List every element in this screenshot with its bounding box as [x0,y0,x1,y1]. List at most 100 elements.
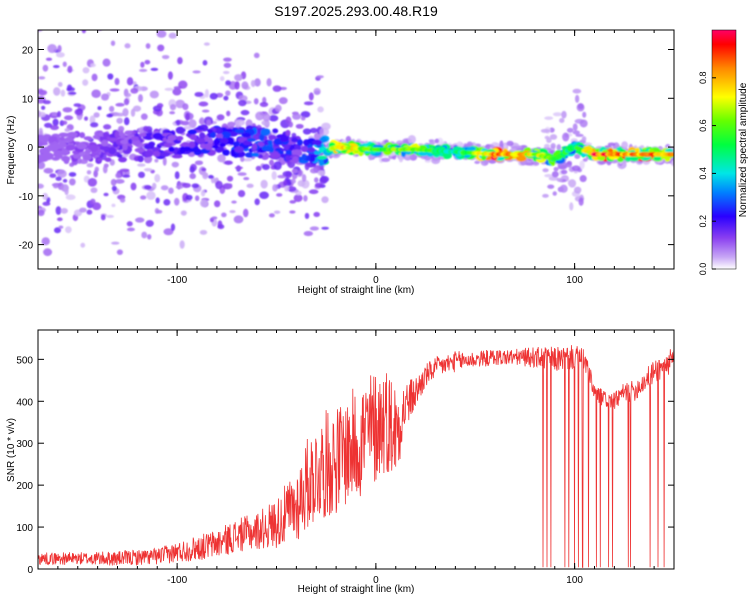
heat-cell [189,134,198,141]
heat-cell [37,270,45,275]
heat-cell [102,165,108,174]
heat-cell [206,119,212,126]
heat-cell [138,94,143,103]
heat-cell [175,126,185,134]
heat-cell [202,60,208,66]
heat-cell [474,160,480,164]
heat-cell [102,58,111,67]
heat-cell [62,107,73,113]
heat-cell [167,71,173,80]
colorbar-tick-label: 0.8 [698,72,708,85]
heat-cell [172,88,182,96]
heat-cell [56,169,67,178]
heat-cell [157,44,165,52]
heat-cell [114,77,120,86]
heat-cell [213,138,220,146]
heat-cell [103,124,112,130]
heat-cell [304,212,310,219]
heat-cell [321,122,331,131]
heat-cell [152,150,161,157]
heat-cell [308,189,319,195]
heat-cell [123,117,130,126]
heat-cell [582,158,588,162]
spectrogram-y-tick-label: 10 [22,94,34,105]
heat-cell [103,192,109,197]
heat-cell [259,191,269,199]
heat-cell [63,115,74,121]
colorbar-tick-label: 0.0 [698,263,708,276]
heat-cell [230,149,236,157]
heat-cell [42,64,49,72]
heat-cell [562,132,570,142]
heat-cell [317,170,326,176]
heat-cell [64,136,74,143]
heat-cell [185,194,193,201]
heat-cell [560,169,568,175]
heat-cell [47,44,57,54]
heat-cell [222,70,230,75]
heat-cell [284,144,290,151]
heat-cell [301,153,307,160]
snr-y-tick-label: 500 [16,355,33,366]
heat-cell [38,209,45,217]
heat-cell [544,116,554,120]
heat-cell [144,132,154,141]
heat-cell [66,86,75,92]
heat-cell [209,131,217,139]
heat-cell [116,249,123,255]
heat-cell [120,139,129,145]
heat-cell [198,101,209,107]
heat-cell [114,130,120,139]
heat-cell [566,160,572,165]
heat-cell [317,106,324,113]
heat-cell [548,176,559,181]
heat-cell [72,152,80,159]
heat-cell [145,43,151,49]
heat-cell [90,122,99,128]
heat-cell [549,134,558,140]
heat-cell [65,194,76,200]
heat-cell [544,174,554,178]
heat-cell [219,137,229,145]
heat-cell [262,163,270,171]
heat-cell [653,155,662,162]
heat-cell [309,127,318,134]
heat-cell [102,131,110,138]
heat-cell [226,175,234,182]
heat-cell [267,140,273,145]
heat-cell [119,197,126,203]
heat-cell [319,128,324,137]
heat-cell [250,79,256,88]
heat-cell [187,129,198,135]
heat-cell [162,156,167,166]
heat-cell [118,130,124,138]
heat-cell [201,167,207,172]
heat-cell [317,155,327,160]
heat-cell [188,141,196,149]
heat-cell [204,143,214,151]
heat-cell [222,149,230,156]
heat-cell [138,171,146,179]
heat-cell [124,43,131,49]
heat-cell [152,182,157,190]
heat-cell [155,197,160,204]
heat-cell [285,155,291,161]
heat-cell [574,153,581,159]
heat-cell [51,156,60,161]
heat-cell [150,67,159,71]
heat-cell [223,95,229,101]
heat-cell [235,119,245,126]
heat-cell [55,52,65,58]
heat-cell [138,132,147,137]
heat-cell [87,18,92,24]
heat-cell [160,185,169,191]
heat-cell [86,163,94,168]
heat-cell [83,136,93,141]
heat-cell [229,210,236,214]
heat-cell [466,146,476,151]
heat-cell [86,209,93,215]
heat-cell [194,195,200,202]
heat-cell [130,87,139,94]
heat-cell [116,112,125,117]
heat-cell [171,161,179,168]
